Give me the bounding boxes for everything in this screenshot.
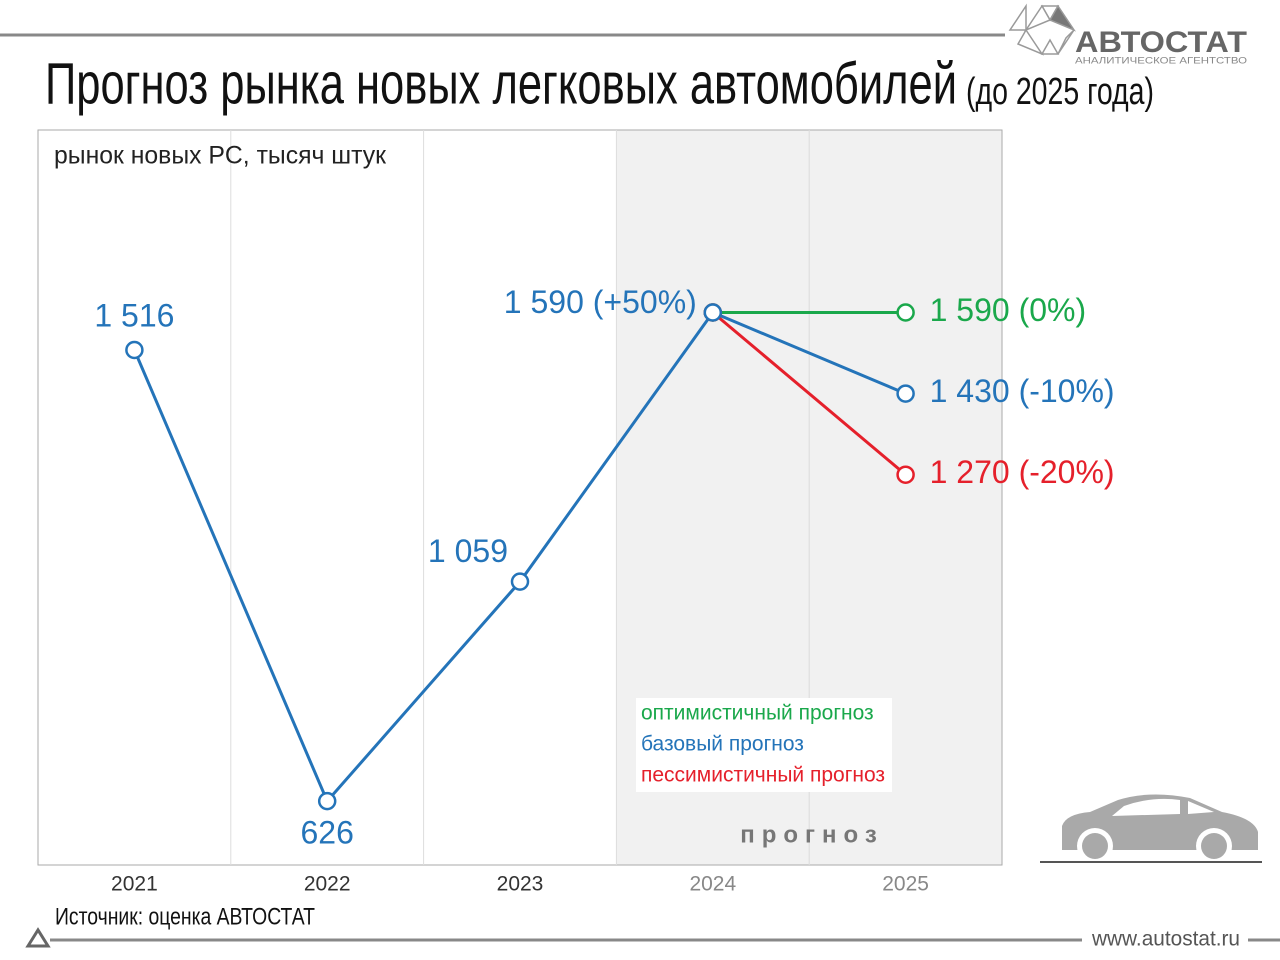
data-label: 1 516 [94, 297, 174, 333]
data-label: 1 430 (-10%) [930, 373, 1115, 409]
point [703, 303, 723, 322]
legend-entry: пессимистичный прогноз [641, 764, 885, 787]
source-note: Источник: оценка АВТОСТАТ [55, 903, 315, 930]
data-label: 1 590 (0%) [930, 292, 1087, 328]
x-tick-label: 2023 [497, 873, 544, 896]
logo-icon [1008, 3, 1076, 56]
footer-icon [25, 927, 51, 948]
y-axis-label: рынок новых PC, тысяч штук [54, 142, 387, 170]
site-url: www.autostat.ru [1091, 928, 1240, 951]
point [125, 340, 144, 360]
point [510, 572, 530, 591]
logo-name: АВТОСТАТ [1075, 26, 1247, 59]
legend-entry: базовый прогноз [641, 733, 804, 756]
x-tick-label: 2024 [689, 873, 736, 896]
legend-box [636, 698, 892, 792]
plot: прогноз рынок новых PC, тысяч штук 2021 202… [37, 129, 1115, 896]
logo-tagline: АНАЛИТИЧЕСКОЕ АГЕНТСТВО [1075, 55, 1247, 65]
data-label: 1 059 [428, 533, 508, 569]
point [317, 791, 337, 811]
series-line [711, 311, 907, 476]
x-tick-label: 2022 [304, 873, 351, 896]
data-label: 1 590 (+50%) [504, 284, 697, 320]
data-label: 1 270 (-20%) [930, 454, 1115, 490]
point [896, 384, 915, 403]
x-tick-label: 2025 [882, 873, 929, 896]
legend-entry: оптимистичный прогноз [641, 702, 874, 725]
point [896, 303, 915, 322]
car-icon [1040, 794, 1262, 864]
chart-title-note: (до 2025 года) [966, 71, 1154, 113]
chart-title: Прогноз рынка новых легковых автомобилей [45, 51, 957, 116]
data-label: 626 [301, 815, 354, 851]
x-tick-label: 2021 [111, 873, 158, 896]
point [896, 465, 915, 484]
plot-frame [37, 129, 1003, 866]
forecast-label: прогноз [740, 821, 884, 848]
